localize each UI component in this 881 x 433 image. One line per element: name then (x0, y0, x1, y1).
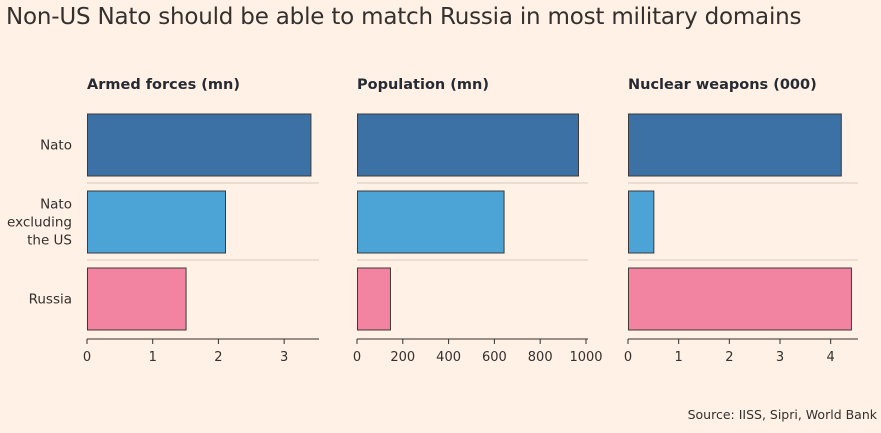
category-label: the US (27, 233, 72, 249)
bar (87, 113, 312, 177)
category-label: Nato (40, 138, 72, 154)
category-label: excluding (7, 215, 72, 231)
bar (357, 190, 505, 254)
panel-title: Armed forces (mn) (87, 77, 240, 93)
bar (628, 190, 655, 254)
chart-panels: Armed forces (mn) 0 1 2 3 Population (mn) 0 200… (83, 77, 858, 365)
x-tick-label: 600 (482, 350, 507, 365)
x-tick-label: 1 (675, 350, 683, 365)
x-tick-label: 1000 (569, 350, 602, 365)
panel-title: Nuclear weapons (000) (628, 77, 817, 93)
bar (357, 267, 391, 331)
category-labels: Nato Nato excluding the US Russia (7, 138, 72, 308)
category-label: Russia (29, 292, 72, 308)
x-tick-label: 1 (149, 350, 157, 365)
panel: Armed forces (mn) 0 1 2 3 (83, 77, 319, 365)
x-tick-label: 4 (827, 350, 835, 365)
x-tick-label: 2 (725, 350, 733, 365)
x-tick-label: 3 (280, 350, 288, 365)
panel: Population (mn) 0 200 400 600 800 1000 (353, 77, 603, 365)
panel-title: Population (mn) (357, 77, 489, 93)
chart-title: Non-US Nato should be able to match Russ… (6, 4, 802, 30)
source-note: Source: IISS, Sipri, World Bank (687, 407, 877, 422)
x-tick-label: 3 (776, 350, 784, 365)
x-tick-label: 800 (528, 350, 553, 365)
x-tick-label: 200 (390, 350, 415, 365)
x-tick-label: 0 (353, 350, 361, 365)
bar (628, 113, 842, 177)
x-tick-label: 2 (214, 350, 222, 365)
bar (628, 267, 852, 331)
category-label: Nato (40, 197, 72, 213)
bar (87, 190, 226, 254)
bar (357, 113, 579, 177)
bar (87, 267, 187, 331)
x-tick-label: 0 (83, 350, 91, 365)
panel: Nuclear weapons (000) 0 1 2 3 4 (624, 77, 858, 365)
x-tick-label: 400 (436, 350, 461, 365)
x-tick-label: 0 (624, 350, 632, 365)
